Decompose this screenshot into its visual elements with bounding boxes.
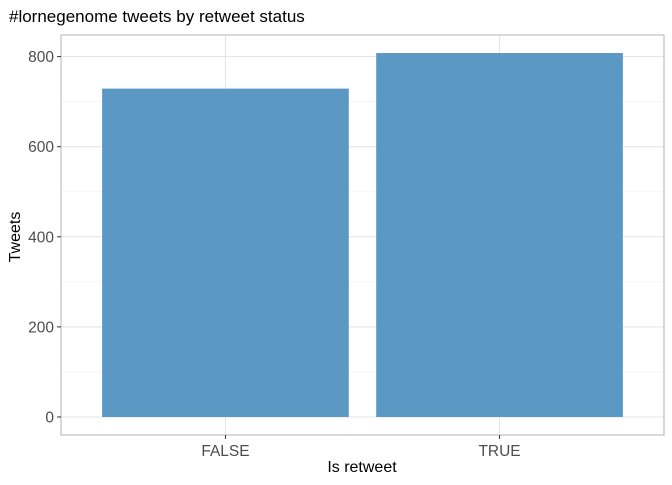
y-axis-title: Tweets bbox=[7, 212, 24, 263]
x-tick-label: FALSE bbox=[201, 443, 249, 460]
y-tick-label: 600 bbox=[28, 139, 54, 156]
y-tick-label: 0 bbox=[45, 409, 54, 426]
y-tick-label: 800 bbox=[28, 49, 54, 66]
y-tick-label: 200 bbox=[28, 319, 54, 336]
bar-false bbox=[102, 88, 349, 417]
plot-panel: 0 200 400 600 800 FALSE TRUE bbox=[28, 34, 665, 460]
chart-title: #lornegenome tweets by retweet status bbox=[9, 7, 305, 26]
panel-border bbox=[60, 34, 665, 436]
x-axis-title: Is retweet bbox=[327, 459, 397, 476]
y-tick-label: 400 bbox=[28, 229, 54, 246]
x-tick-label: TRUE bbox=[478, 443, 520, 460]
bar-true bbox=[376, 53, 623, 417]
